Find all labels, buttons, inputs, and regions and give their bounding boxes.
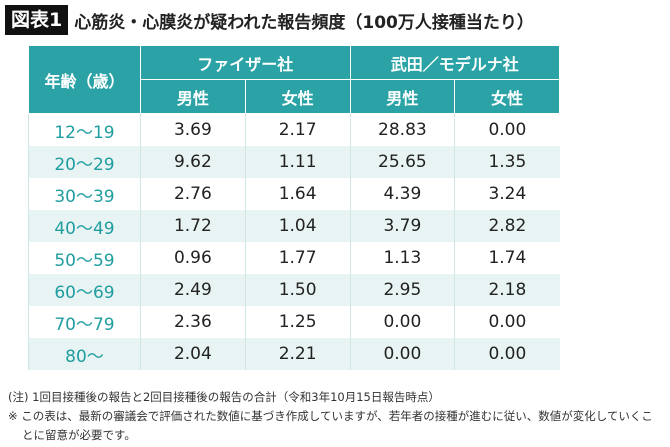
cell-value: 4.39 bbox=[349, 178, 455, 210]
cell-value: 25.65 bbox=[349, 146, 455, 178]
table-row: 12〜19 3.69 2.17 28.83 0.00 bbox=[28, 113, 560, 146]
cell-value: 0.00 bbox=[454, 306, 560, 338]
sub-header: 男性 bbox=[349, 79, 456, 114]
cell-value: 0.96 bbox=[140, 242, 246, 274]
data-table: 年齢（歳） ファイザー社 武田／モデルナ社 男性 女性 男性 女性 12〜19 3.69… bbox=[28, 45, 560, 370]
age-cell: 12〜19 bbox=[28, 113, 141, 146]
cell-value: 0.00 bbox=[349, 338, 455, 370]
cell-value: 1.35 bbox=[454, 146, 560, 178]
cell-value: 1.74 bbox=[454, 242, 560, 274]
cell-value: 2.95 bbox=[349, 274, 455, 306]
cell-value: 2.04 bbox=[140, 338, 246, 370]
cell-value: 1.11 bbox=[244, 146, 350, 178]
age-cell: 70〜79 bbox=[28, 306, 141, 338]
cell-value: 2.17 bbox=[244, 113, 350, 146]
sub-header: 女性 bbox=[244, 79, 351, 114]
table-row: 40〜49 1.72 1.04 3.79 2.82 bbox=[28, 210, 560, 242]
group-header: 武田／モデルナ社 bbox=[349, 45, 560, 80]
cell-value: 0.00 bbox=[454, 338, 560, 370]
age-cell: 80〜 bbox=[28, 338, 141, 370]
table-row: 30〜39 2.76 1.64 4.39 3.24 bbox=[28, 178, 560, 210]
table-row: 70〜79 2.36 1.25 0.00 0.00 bbox=[28, 306, 560, 338]
cell-value: 2.49 bbox=[140, 274, 246, 306]
age-cell: 60〜69 bbox=[28, 274, 141, 306]
table-row: 20〜29 9.62 1.11 25.65 1.35 bbox=[28, 146, 560, 178]
cell-value: 1.77 bbox=[244, 242, 350, 274]
cell-value: 1.25 bbox=[244, 306, 350, 338]
cell-value: 3.69 bbox=[140, 113, 246, 146]
note: ※ この表は、最新の審議会で評価された数値に基づき作成していますが、若年者の接種… bbox=[8, 409, 653, 442]
table-row: 60〜69 2.49 1.50 2.95 2.18 bbox=[28, 274, 560, 306]
cell-value: 2.82 bbox=[454, 210, 560, 242]
title: 心筋炎・心膜炎が疑われた報告頻度（100万人接種当たり） bbox=[74, 12, 534, 33]
cell-value: 1.72 bbox=[140, 210, 246, 242]
corner-header: 年齢（歳） bbox=[28, 45, 141, 114]
cell-value: 1.13 bbox=[349, 242, 455, 274]
age-cell: 20〜29 bbox=[28, 146, 141, 178]
cell-value: 0.00 bbox=[349, 306, 455, 338]
group-header: ファイザー社 bbox=[140, 45, 351, 80]
cell-value: 3.24 bbox=[454, 178, 560, 210]
cell-value: 0.00 bbox=[454, 113, 560, 146]
cell-value: 1.64 bbox=[244, 178, 350, 210]
table-row: 80〜 2.04 2.21 0.00 0.00 bbox=[28, 338, 560, 370]
note: (注) 1回目接種後の報告と2回目接種後の報告の合計（令和3年10月15日報告時… bbox=[8, 390, 440, 404]
sub-header: 男性 bbox=[140, 79, 246, 114]
cell-value: 9.62 bbox=[140, 146, 246, 178]
cell-value: 2.18 bbox=[454, 274, 560, 306]
age-cell: 30〜39 bbox=[28, 178, 141, 210]
cell-value: 1.50 bbox=[244, 274, 350, 306]
cell-value: 2.76 bbox=[140, 178, 246, 210]
header: 図表1 心筋炎・心膜炎が疑われた報告頻度（100万人接種当たり） bbox=[5, 5, 534, 35]
age-cell: 50〜59 bbox=[28, 242, 141, 274]
table-row: 50〜59 0.96 1.77 1.13 1.74 bbox=[28, 242, 560, 274]
figure-label: 図表1 bbox=[5, 5, 69, 35]
cell-value: 1.04 bbox=[244, 210, 350, 242]
cell-value: 3.79 bbox=[349, 210, 455, 242]
sub-header: 女性 bbox=[454, 79, 560, 114]
age-cell: 40〜49 bbox=[28, 210, 141, 242]
cell-value: 2.36 bbox=[140, 306, 246, 338]
cell-value: 28.83 bbox=[349, 113, 455, 146]
cell-value: 2.21 bbox=[244, 338, 350, 370]
notes: (注) 1回目接種後の報告と2回目接種後の報告の合計（令和3年10月15日報告時… bbox=[8, 388, 663, 445]
